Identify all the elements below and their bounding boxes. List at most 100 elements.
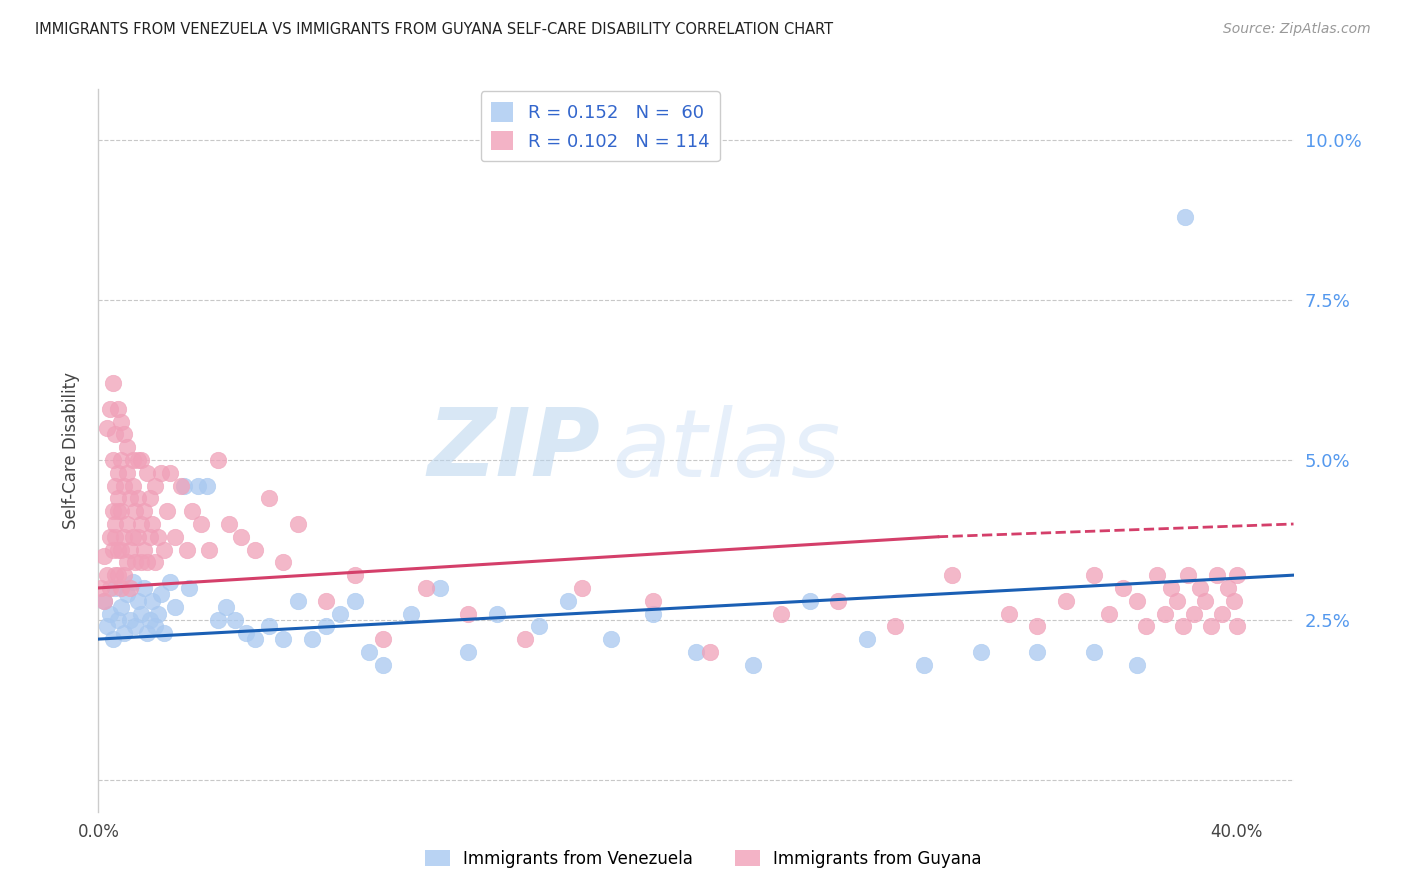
Point [98, 401, 121, 416]
Point [343, 593, 366, 607]
Point [110, 581, 132, 595]
Point [141, 593, 163, 607]
Point [699, 645, 721, 659]
Point [93, 593, 115, 607]
Text: IMMIGRANTS FROM VENEZUELA VS IMMIGRANTS FROM GUYANA SELF-CARE DISABILITY CORRELA: IMMIGRANTS FROM VENEZUELA VS IMMIGRANTS … [35, 22, 834, 37]
Point [143, 478, 166, 492]
Point [165, 600, 187, 615]
Point [96, 619, 118, 633]
Point [1112, 581, 1135, 595]
Point [371, 632, 394, 646]
Point [135, 555, 157, 569]
Point [170, 478, 193, 492]
Point [165, 530, 187, 544]
Point [941, 568, 963, 582]
Point [156, 504, 179, 518]
Point [107, 613, 129, 627]
Point [118, 581, 141, 595]
Point [1223, 593, 1246, 607]
Point [1126, 593, 1149, 607]
Point [181, 504, 204, 518]
Point [150, 466, 173, 480]
Point [101, 632, 124, 646]
Point [132, 581, 155, 595]
Point [257, 619, 280, 633]
Point [741, 657, 763, 672]
Point [229, 530, 252, 544]
Point [1188, 581, 1211, 595]
Point [115, 587, 138, 601]
Point [215, 600, 238, 615]
Point [557, 593, 579, 607]
Point [1177, 568, 1199, 582]
Point [112, 625, 135, 640]
Point [485, 607, 508, 621]
Point [115, 555, 138, 569]
Point [912, 657, 935, 672]
Point [1135, 619, 1157, 633]
Point [132, 504, 155, 518]
Point [1216, 581, 1239, 595]
Point [1182, 607, 1205, 621]
Point [1097, 607, 1119, 621]
Point [315, 619, 337, 633]
Point [1174, 210, 1197, 224]
Point [90, 581, 112, 595]
Point [301, 632, 323, 646]
Point [343, 568, 366, 582]
Point [115, 516, 138, 531]
Point [127, 491, 149, 506]
Point [599, 632, 621, 646]
Point [118, 613, 141, 627]
Point [115, 466, 138, 480]
Point [98, 581, 121, 595]
Point [173, 478, 195, 492]
Point [159, 574, 181, 589]
Point [124, 555, 146, 569]
Point [138, 530, 160, 544]
Y-axis label: Self-Care Disability: Self-Care Disability [62, 372, 80, 529]
Point [1211, 607, 1233, 621]
Point [1154, 607, 1177, 621]
Point [104, 568, 127, 582]
Point [148, 607, 170, 621]
Point [1171, 619, 1194, 633]
Point [107, 401, 129, 416]
Point [129, 607, 152, 621]
Point [112, 530, 135, 544]
Point [110, 542, 132, 557]
Point [121, 530, 143, 544]
Point [101, 542, 124, 557]
Point [1026, 645, 1049, 659]
Point [96, 421, 118, 435]
Point [107, 466, 129, 480]
Point [110, 415, 132, 429]
Point [273, 632, 295, 646]
Point [235, 625, 257, 640]
Point [124, 504, 146, 518]
Point [132, 542, 155, 557]
Point [93, 549, 115, 563]
Point [998, 607, 1021, 621]
Point [179, 581, 201, 595]
Point [107, 542, 129, 557]
Point [357, 645, 380, 659]
Text: Source: ZipAtlas.com: Source: ZipAtlas.com [1223, 22, 1371, 37]
Point [257, 491, 280, 506]
Legend: R = 0.152   N =  60, R = 0.102   N = 114: R = 0.152 N = 60, R = 0.102 N = 114 [481, 91, 720, 161]
Point [884, 619, 907, 633]
Point [159, 466, 181, 480]
Point [138, 613, 160, 627]
Point [571, 581, 593, 595]
Point [415, 581, 437, 595]
Point [153, 625, 176, 640]
Point [148, 530, 170, 544]
Point [1226, 619, 1249, 633]
Point [141, 516, 163, 531]
Point [101, 504, 124, 518]
Point [1199, 619, 1222, 633]
Point [118, 491, 141, 506]
Point [1205, 568, 1227, 582]
Point [243, 542, 266, 557]
Point [855, 632, 877, 646]
